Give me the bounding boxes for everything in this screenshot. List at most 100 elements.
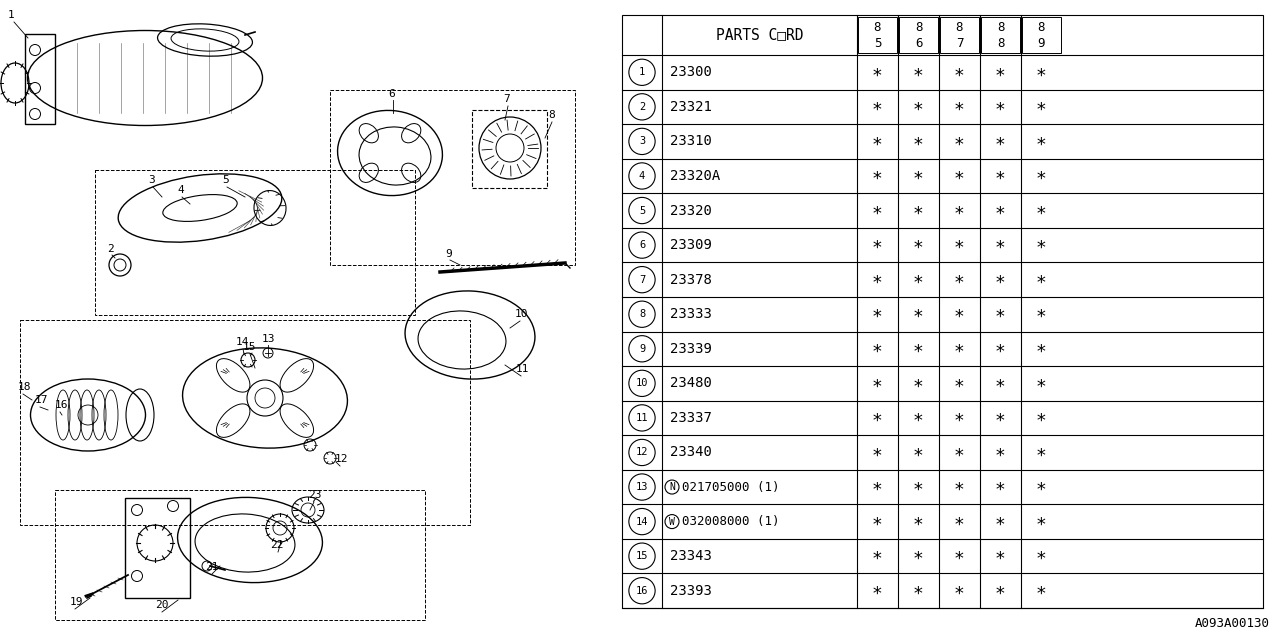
- Text: 4: 4: [639, 171, 645, 181]
- Text: ∗: ∗: [954, 374, 965, 392]
- Text: 2: 2: [639, 102, 645, 112]
- Text: ∗: ∗: [913, 63, 924, 81]
- Text: 10: 10: [636, 378, 648, 388]
- Text: PARTS C□RD: PARTS C□RD: [716, 28, 804, 42]
- Text: 021705000 (1): 021705000 (1): [682, 481, 780, 493]
- Bar: [330, 90, 575, 265]
- Text: ∗: ∗: [872, 582, 883, 600]
- Text: 23339: 23339: [669, 342, 712, 356]
- Text: 23343: 23343: [669, 549, 712, 563]
- Text: ∗: ∗: [954, 305, 965, 323]
- Bar: [899, 17, 938, 53]
- Text: ∗: ∗: [1036, 271, 1047, 289]
- Bar: [1021, 17, 1061, 53]
- Text: ∗: ∗: [872, 444, 883, 461]
- Text: ∗: ∗: [872, 409, 883, 427]
- Text: 7: 7: [503, 94, 509, 104]
- Text: 23320: 23320: [669, 204, 712, 218]
- Text: ∗: ∗: [995, 271, 1006, 289]
- Text: 15: 15: [243, 342, 256, 352]
- Text: 21: 21: [205, 562, 219, 572]
- Text: ∗: ∗: [995, 513, 1006, 531]
- Text: ∗: ∗: [995, 582, 1006, 600]
- Text: 23333: 23333: [669, 307, 712, 321]
- Text: 22: 22: [270, 540, 283, 550]
- Text: 20: 20: [155, 600, 169, 610]
- Text: ∗: ∗: [872, 340, 883, 358]
- Text: ∗: ∗: [872, 547, 883, 565]
- Text: ∗: ∗: [913, 132, 924, 150]
- Text: 6: 6: [388, 89, 394, 99]
- Text: ∗: ∗: [913, 374, 924, 392]
- Text: 8: 8: [1038, 20, 1046, 33]
- Text: 13: 13: [636, 482, 648, 492]
- Text: 3: 3: [148, 175, 155, 185]
- Text: 19: 19: [70, 597, 83, 607]
- Bar: [125, 498, 189, 598]
- Text: 23320A: 23320A: [669, 169, 721, 183]
- Text: ∗: ∗: [1036, 409, 1047, 427]
- Text: ∗: ∗: [1036, 513, 1047, 531]
- Text: ∗: ∗: [995, 236, 1006, 254]
- Bar: [95, 170, 415, 315]
- Text: ∗: ∗: [1036, 547, 1047, 565]
- Text: 3: 3: [639, 136, 645, 147]
- Text: ∗: ∗: [872, 167, 883, 185]
- Text: ∗: ∗: [995, 98, 1006, 116]
- Text: 23310: 23310: [669, 134, 712, 148]
- Text: N: N: [669, 482, 675, 492]
- Text: 2: 2: [108, 244, 114, 254]
- Text: 4: 4: [177, 185, 184, 195]
- Text: ∗: ∗: [1036, 132, 1047, 150]
- Text: ∗: ∗: [995, 132, 1006, 150]
- Text: ∗: ∗: [954, 98, 965, 116]
- Text: 8: 8: [915, 20, 923, 33]
- Text: ∗: ∗: [872, 478, 883, 496]
- Bar: [55, 490, 425, 620]
- Text: 8: 8: [997, 37, 1005, 51]
- Text: ∗: ∗: [1036, 374, 1047, 392]
- Bar: [20, 320, 470, 525]
- Text: ∗: ∗: [1036, 444, 1047, 461]
- Text: ∗: ∗: [913, 409, 924, 427]
- Text: ∗: ∗: [995, 340, 1006, 358]
- Text: 9: 9: [445, 249, 452, 259]
- Bar: [472, 110, 547, 188]
- Text: 12: 12: [636, 447, 648, 458]
- Text: 23393: 23393: [669, 584, 712, 598]
- Text: ∗: ∗: [913, 340, 924, 358]
- Text: ∗: ∗: [954, 63, 965, 81]
- Text: 18: 18: [18, 382, 32, 392]
- Text: 13: 13: [262, 334, 275, 344]
- Text: ∗: ∗: [954, 409, 965, 427]
- Text: 7: 7: [956, 37, 964, 51]
- Text: 9: 9: [639, 344, 645, 354]
- Text: ∗: ∗: [954, 340, 965, 358]
- Text: ∗: ∗: [872, 132, 883, 150]
- Text: 12: 12: [335, 454, 348, 464]
- Text: ∗: ∗: [1036, 305, 1047, 323]
- Text: ∗: ∗: [913, 547, 924, 565]
- Bar: [26, 34, 55, 124]
- Text: ∗: ∗: [913, 98, 924, 116]
- Text: ∗: ∗: [954, 513, 965, 531]
- Text: 1: 1: [8, 10, 15, 20]
- Text: ∗: ∗: [1036, 63, 1047, 81]
- Text: ∗: ∗: [954, 236, 965, 254]
- Text: ∗: ∗: [872, 374, 883, 392]
- Text: ∗: ∗: [1036, 478, 1047, 496]
- Text: 23378: 23378: [669, 273, 712, 287]
- Text: 7: 7: [639, 275, 645, 285]
- Text: ∗: ∗: [954, 478, 965, 496]
- Text: ∗: ∗: [872, 271, 883, 289]
- Text: ∗: ∗: [872, 98, 883, 116]
- Text: 5: 5: [639, 205, 645, 216]
- Bar: [858, 17, 897, 53]
- Bar: [622, 15, 1263, 608]
- Text: ∗: ∗: [954, 132, 965, 150]
- Text: ∗: ∗: [995, 478, 1006, 496]
- Text: 23309: 23309: [669, 238, 712, 252]
- Text: ∗: ∗: [913, 513, 924, 531]
- Text: 5: 5: [221, 175, 229, 185]
- Text: 8: 8: [639, 309, 645, 319]
